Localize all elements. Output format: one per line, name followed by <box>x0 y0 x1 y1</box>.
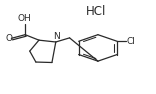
Text: N: N <box>53 32 60 41</box>
Text: O: O <box>5 34 12 43</box>
Text: HCl: HCl <box>86 5 107 19</box>
Text: Cl: Cl <box>126 37 135 46</box>
Text: OH: OH <box>17 14 31 23</box>
